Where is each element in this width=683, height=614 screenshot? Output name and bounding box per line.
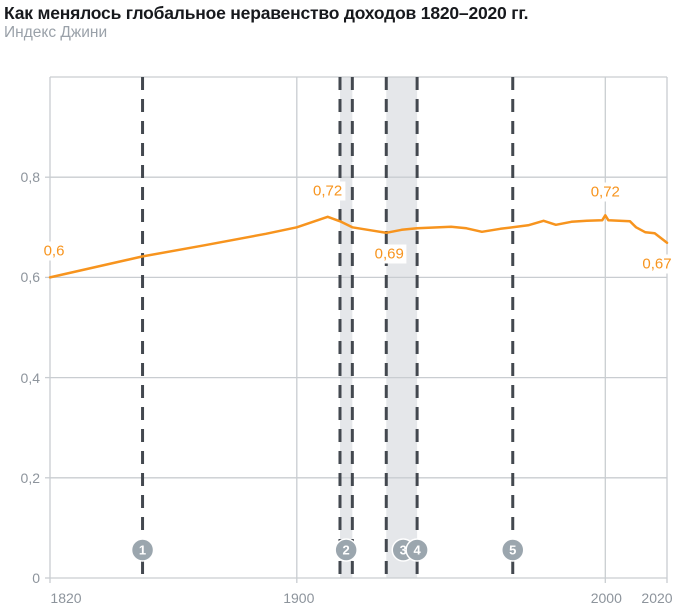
data-point-label: 0,6	[40, 241, 68, 261]
x-axis-label: 2000	[590, 590, 622, 606]
event-marker-2[interactable]	[334, 538, 358, 562]
data-point-label: 0,72	[310, 181, 346, 201]
x-axis-label: 2020	[641, 590, 673, 606]
event-marker-number: 3	[400, 543, 407, 558]
y-axis-label: 0,8	[20, 169, 40, 186]
y-axis-label: 0,2	[20, 469, 40, 486]
event-marker-1[interactable]	[130, 538, 155, 562]
data-point-label: 0,67	[639, 254, 675, 274]
event-marker-number: 5	[509, 543, 516, 558]
event-marker-4[interactable]	[405, 538, 429, 562]
x-axis-label: 1820	[50, 590, 82, 606]
y-axis-label: 0,6	[20, 269, 40, 286]
page-title: Как менялось глобальное неравенство дохо…	[4, 3, 529, 23]
event-marker-5[interactable]	[501, 538, 525, 562]
gini-index-line	[48, 214, 669, 279]
y-axis-label: 0	[32, 570, 40, 586]
data-point-label: 0,69	[371, 244, 407, 264]
event-marker-number: 2	[343, 543, 350, 558]
page-subtitle: Индекс Джини	[4, 24, 108, 41]
period-band-2	[386, 77, 418, 578]
y-axis-label: 0,4	[20, 369, 40, 386]
event-marker-number: 4	[413, 543, 421, 558]
period-band-1	[339, 77, 353, 578]
data-point-label: 0,72	[587, 182, 623, 202]
x-axis-label: 1900	[283, 590, 315, 606]
event-marker-number: 1	[139, 543, 146, 558]
